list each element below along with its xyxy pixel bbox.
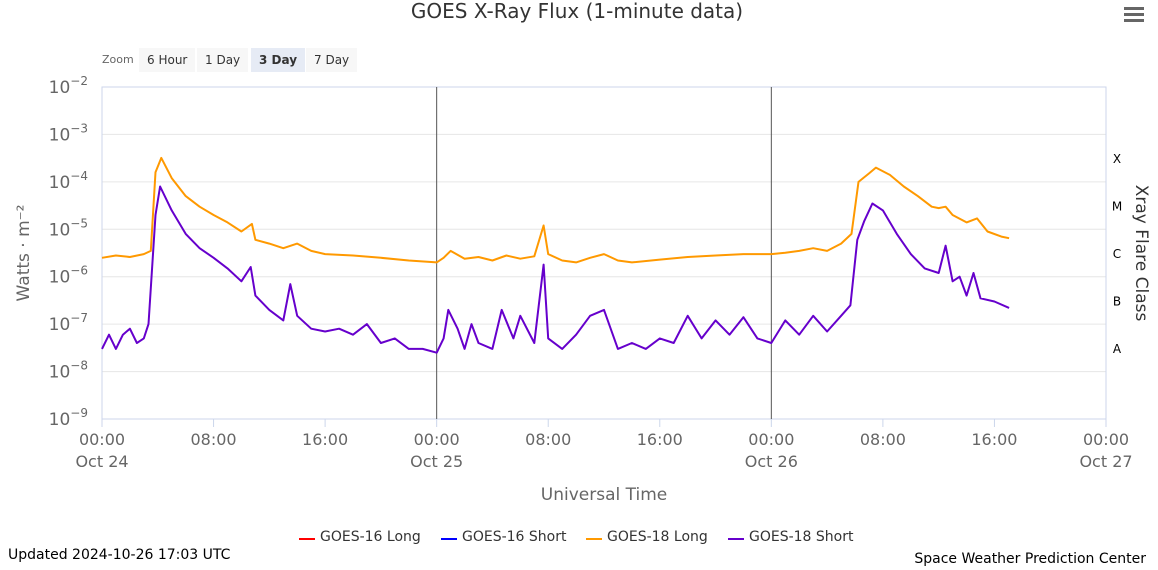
series-line-goes-18-long <box>101 156 1010 264</box>
zoom-7-day-button[interactable]: 7 Day <box>306 48 358 72</box>
zoom-1-day-button[interactable]: 1 Day <box>197 48 249 72</box>
y-tick-label: 10−2 <box>49 74 88 98</box>
x-tick-date: Oct 27 <box>1079 452 1132 471</box>
legend-swatch <box>441 538 457 540</box>
x-axis-label: Universal Time <box>541 485 667 505</box>
y-tick-label: 10−5 <box>49 216 88 240</box>
zoom-3-day-button[interactable]: 3 Day <box>251 48 306 72</box>
series <box>101 156 1010 354</box>
x-tick-time: 16:00 <box>971 430 1017 449</box>
x-tick-time: 16:00 <box>302 430 348 449</box>
legend-label: GOES-18 Short <box>749 529 854 545</box>
x-tick-time: 00:00 <box>414 430 460 449</box>
updated-timestamp: Updated 2024-10-26 17:03 UTC <box>8 547 231 563</box>
x-tick-time: 08:00 <box>860 430 906 449</box>
x-tick-time: 00:00 <box>748 430 794 449</box>
legend-label: GOES-16 Long <box>320 529 421 545</box>
legend-label: GOES-18 Long <box>607 529 708 545</box>
x-tick-date: Oct 24 <box>75 452 128 471</box>
y-axis-label: Watts · m⁻² <box>14 205 34 302</box>
legend-swatch <box>299 538 315 540</box>
y-tick-label: 10−6 <box>49 264 88 288</box>
menu-bar <box>1124 13 1144 16</box>
flare-class-label: B <box>1113 295 1121 309</box>
x-tick-time: 00:00 <box>79 430 125 449</box>
flare-class-label: A <box>1113 342 1122 356</box>
x-tick-date: Oct 25 <box>410 452 463 471</box>
flare-class-label: C <box>1113 247 1121 261</box>
flare-class-label: X <box>1113 152 1121 166</box>
y-tick-label: 10−9 <box>49 406 88 430</box>
day-lines <box>436 87 772 419</box>
zoom-label: Zoom <box>102 53 134 66</box>
x-tick-time: 16:00 <box>637 430 683 449</box>
legend-swatch <box>728 538 744 540</box>
x-tick-time: 08:00 <box>525 430 571 449</box>
y-tick-label: 10−4 <box>49 169 88 193</box>
zoom-6-hour-button[interactable]: 6 Hour <box>139 48 196 72</box>
menu-bar <box>1124 7 1144 10</box>
menu-bar <box>1124 19 1144 22</box>
x-tick-time: 00:00 <box>1083 430 1129 449</box>
series-line-goes-18-short <box>101 185 1010 354</box>
y-tick-label: 10−7 <box>49 311 88 335</box>
y2-axis-label: Xray Flare Class <box>1131 185 1151 322</box>
grid <box>102 86 1106 420</box>
y-tick-label: 10−8 <box>49 359 88 383</box>
y-axis-ticks: 10−2 10−3 10−4 10−5 10−6 10−7 10−8 10−9 <box>49 74 88 430</box>
legend-swatch <box>586 538 602 540</box>
legend-label: GOES-16 Short <box>462 529 567 545</box>
x-tick-date: Oct 26 <box>745 452 798 471</box>
x-tick-time: 08:00 <box>191 430 237 449</box>
flare-class-labels: X M C B A <box>1112 152 1122 356</box>
y-tick-label: 10−3 <box>49 121 88 145</box>
plot-area-border <box>101 86 1107 420</box>
chart-title: GOES X-Ray Flux (1-minute data) <box>411 0 743 23</box>
credit-text: Space Weather Prediction Center <box>914 551 1146 567</box>
chart-menu-icon[interactable] <box>1122 4 1146 24</box>
flare-class-label: M <box>1112 200 1122 214</box>
x-axis-ticks: 00:00 Oct 24 08:00 16:00 00:00 Oct 25 08:00 16:… <box>75 419 1133 471</box>
